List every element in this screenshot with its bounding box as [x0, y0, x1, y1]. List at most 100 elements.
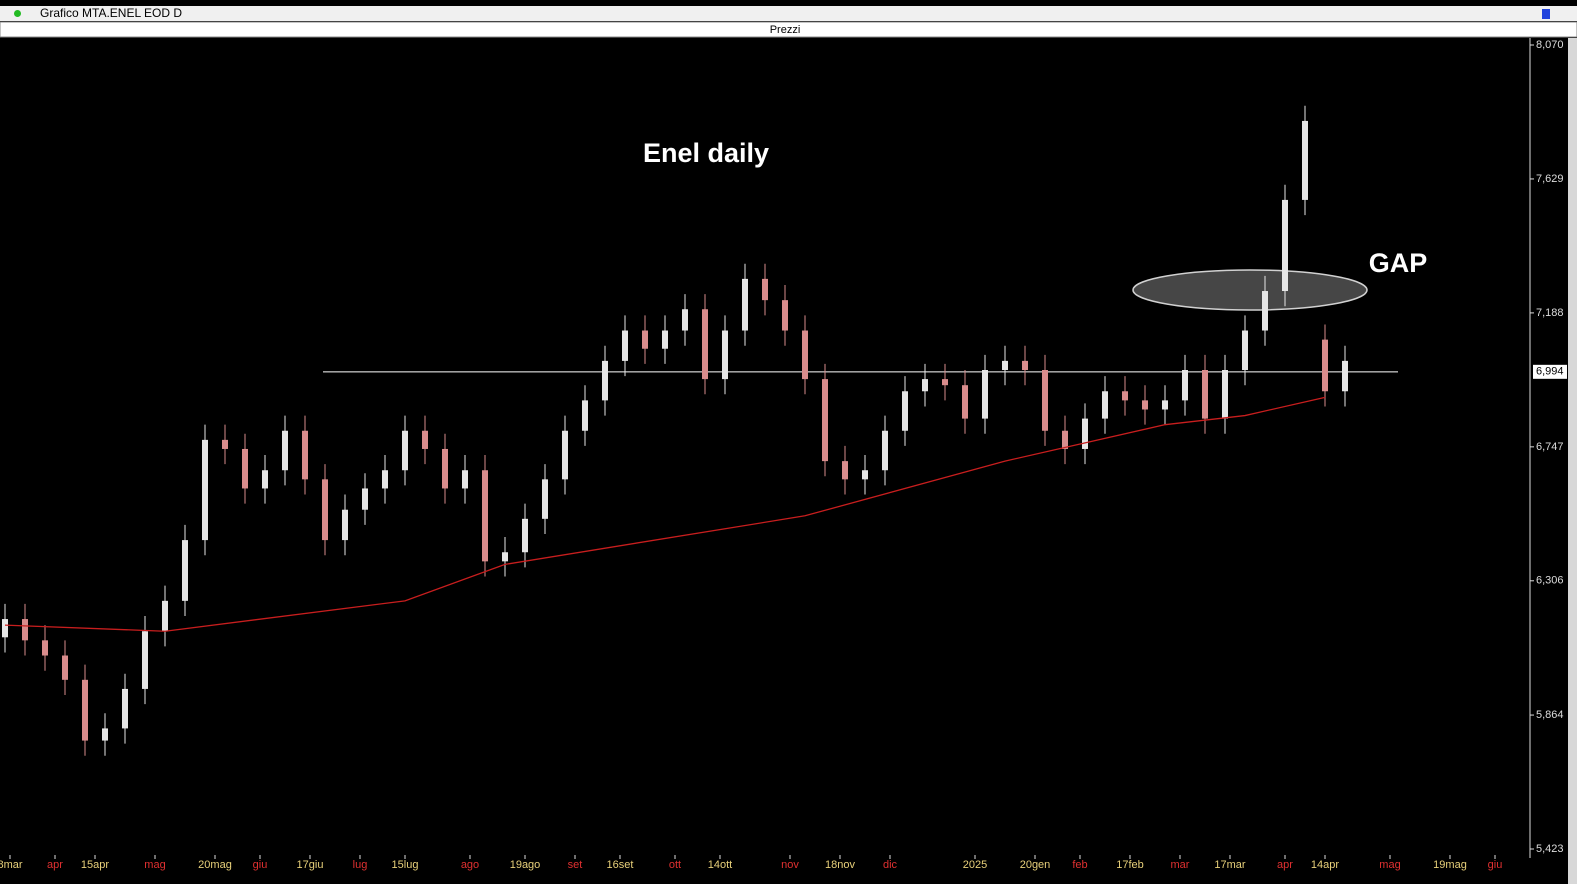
candle-body	[942, 379, 948, 386]
candle-body	[982, 370, 988, 419]
y-tick-label: 6,306	[1536, 575, 1564, 587]
candle-body	[1102, 391, 1108, 419]
moving-average	[4, 396, 1326, 632]
x-tick-label: 15apr	[81, 859, 109, 871]
gap-highlight	[1132, 269, 1368, 311]
candle-body	[1282, 199, 1288, 292]
candle-body	[1222, 370, 1228, 419]
x-tick-label: 15lug	[392, 859, 419, 871]
candle-body	[882, 430, 888, 471]
x-tick-label: ago	[461, 859, 479, 871]
candle-body	[922, 379, 928, 392]
annotation: GAP	[1369, 248, 1428, 278]
candle-body	[482, 470, 488, 562]
x-tick-label: 18nov	[825, 859, 855, 871]
y-tick-label: 7,629	[1536, 173, 1564, 185]
x-tick-label: 17feb	[1116, 859, 1144, 871]
candle-body	[242, 448, 248, 489]
candle-body	[1162, 400, 1168, 410]
candle-body	[2, 619, 8, 638]
x-tick-label: mag	[1379, 859, 1400, 871]
y-tick-label: 8,070	[1536, 39, 1564, 51]
candle-body	[522, 518, 528, 553]
candle-body	[222, 439, 228, 449]
candle-body	[562, 430, 568, 480]
candle-body	[902, 391, 908, 431]
x-tick-label: 8mar	[0, 859, 23, 871]
candle-body	[582, 400, 588, 431]
candle-body	[682, 309, 688, 331]
x-tick-label: 2025	[963, 859, 987, 871]
candle-body	[622, 330, 628, 361]
candle-body	[262, 470, 268, 489]
candle-body	[662, 330, 668, 349]
candle-body	[302, 430, 308, 480]
x-tick-label: 17giu	[297, 859, 324, 871]
y-tick-label: 7,188	[1536, 307, 1564, 319]
x-tick-label: giu	[253, 859, 268, 871]
candle-body	[1322, 339, 1328, 392]
x-tick-label: apr	[47, 859, 63, 871]
candle-body	[822, 379, 828, 462]
window-title: Grafico MTA.ENEL EOD D	[40, 6, 182, 20]
x-tick-label: feb	[1072, 859, 1087, 871]
candle-body	[1082, 418, 1088, 449]
x-tick-label: 19mag	[1433, 859, 1467, 871]
candle-body	[442, 448, 448, 489]
candle-body	[102, 728, 108, 741]
x-tick-label: ott	[669, 859, 681, 871]
x-tick-label: 20mag	[198, 859, 232, 871]
candle-body	[402, 430, 408, 471]
candle-body	[1042, 370, 1048, 431]
candle-body	[1062, 430, 1068, 449]
candle-body	[1262, 291, 1268, 331]
candle-body	[702, 309, 708, 380]
candle-body	[382, 470, 388, 489]
candle-body	[122, 688, 128, 729]
candle-body	[1202, 370, 1208, 419]
chart-title: Enel daily	[643, 138, 769, 168]
x-tick-label: set	[568, 859, 583, 871]
candle-body	[642, 330, 648, 349]
candle-body	[82, 679, 88, 741]
candle-body	[802, 330, 808, 380]
candle-body	[842, 461, 848, 480]
x-tick-label: nov	[781, 859, 799, 871]
candle-body	[1302, 120, 1308, 200]
level-label-box	[1533, 364, 1567, 379]
candle-body	[342, 509, 348, 541]
candle-body	[362, 488, 368, 510]
candle-body	[1142, 400, 1148, 410]
candle-body	[782, 300, 788, 331]
x-tick-label: 17mar	[1214, 859, 1246, 871]
x-tick-label: lug	[353, 859, 368, 871]
scrollbar[interactable]	[1568, 38, 1577, 884]
candle-body	[862, 470, 868, 480]
candle-body	[282, 430, 288, 471]
x-tick-label: 14apr	[1311, 859, 1339, 871]
x-tick-label: 19ago	[510, 859, 541, 871]
candle-body	[722, 330, 728, 380]
window-button[interactable]	[1542, 9, 1550, 19]
x-tick-label: mar	[1171, 859, 1190, 871]
title-bar	[0, 6, 1577, 21]
x-tick-label: mag	[144, 859, 165, 871]
x-tick-label: apr	[1277, 859, 1293, 871]
x-tick-label: dic	[883, 859, 898, 871]
candle-body	[42, 640, 48, 656]
candle-body	[62, 655, 68, 680]
candle-body	[762, 278, 768, 301]
candle-body	[602, 360, 608, 401]
candle-body	[962, 385, 968, 419]
candle-body	[542, 479, 548, 519]
status-icon	[14, 10, 21, 17]
candle-body	[1022, 360, 1028, 371]
x-tick-label: 14ott	[708, 859, 732, 871]
x-tick-label: 20gen	[1020, 859, 1051, 871]
x-tick-label: giu	[1488, 859, 1503, 871]
candle-body	[742, 278, 748, 331]
candle-body	[1242, 330, 1248, 371]
